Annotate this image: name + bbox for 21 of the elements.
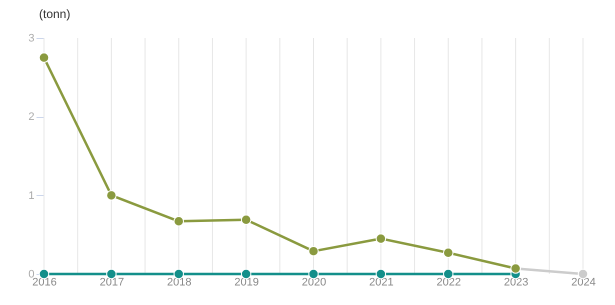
- x-tick-label: 2022: [436, 276, 461, 288]
- x-tick-label: 2016: [32, 276, 57, 288]
- x-tick-label: 2018: [167, 276, 192, 288]
- y-tick-label: 1: [28, 190, 34, 202]
- point: [308, 246, 319, 256]
- point: [443, 248, 454, 258]
- point: [174, 216, 184, 227]
- point: [106, 190, 117, 201]
- x-tick-label: 2017: [100, 276, 124, 288]
- point: [38, 52, 50, 63]
- point: [240, 214, 252, 225]
- y-tick-label: 2: [28, 111, 34, 124]
- point: [376, 233, 386, 244]
- x-tick-label: 2019: [234, 276, 259, 288]
- y-tick-label: 3: [28, 32, 34, 44]
- x-tick-label: 2021: [369, 276, 394, 288]
- y-tick-label: 0: [28, 268, 34, 280]
- y-axis-title: (tonn): [39, 7, 70, 21]
- x-tick-label: 2023: [504, 276, 528, 288]
- x-tick-label: 2024: [571, 276, 596, 288]
- x-tick-label: 2020: [302, 276, 326, 288]
